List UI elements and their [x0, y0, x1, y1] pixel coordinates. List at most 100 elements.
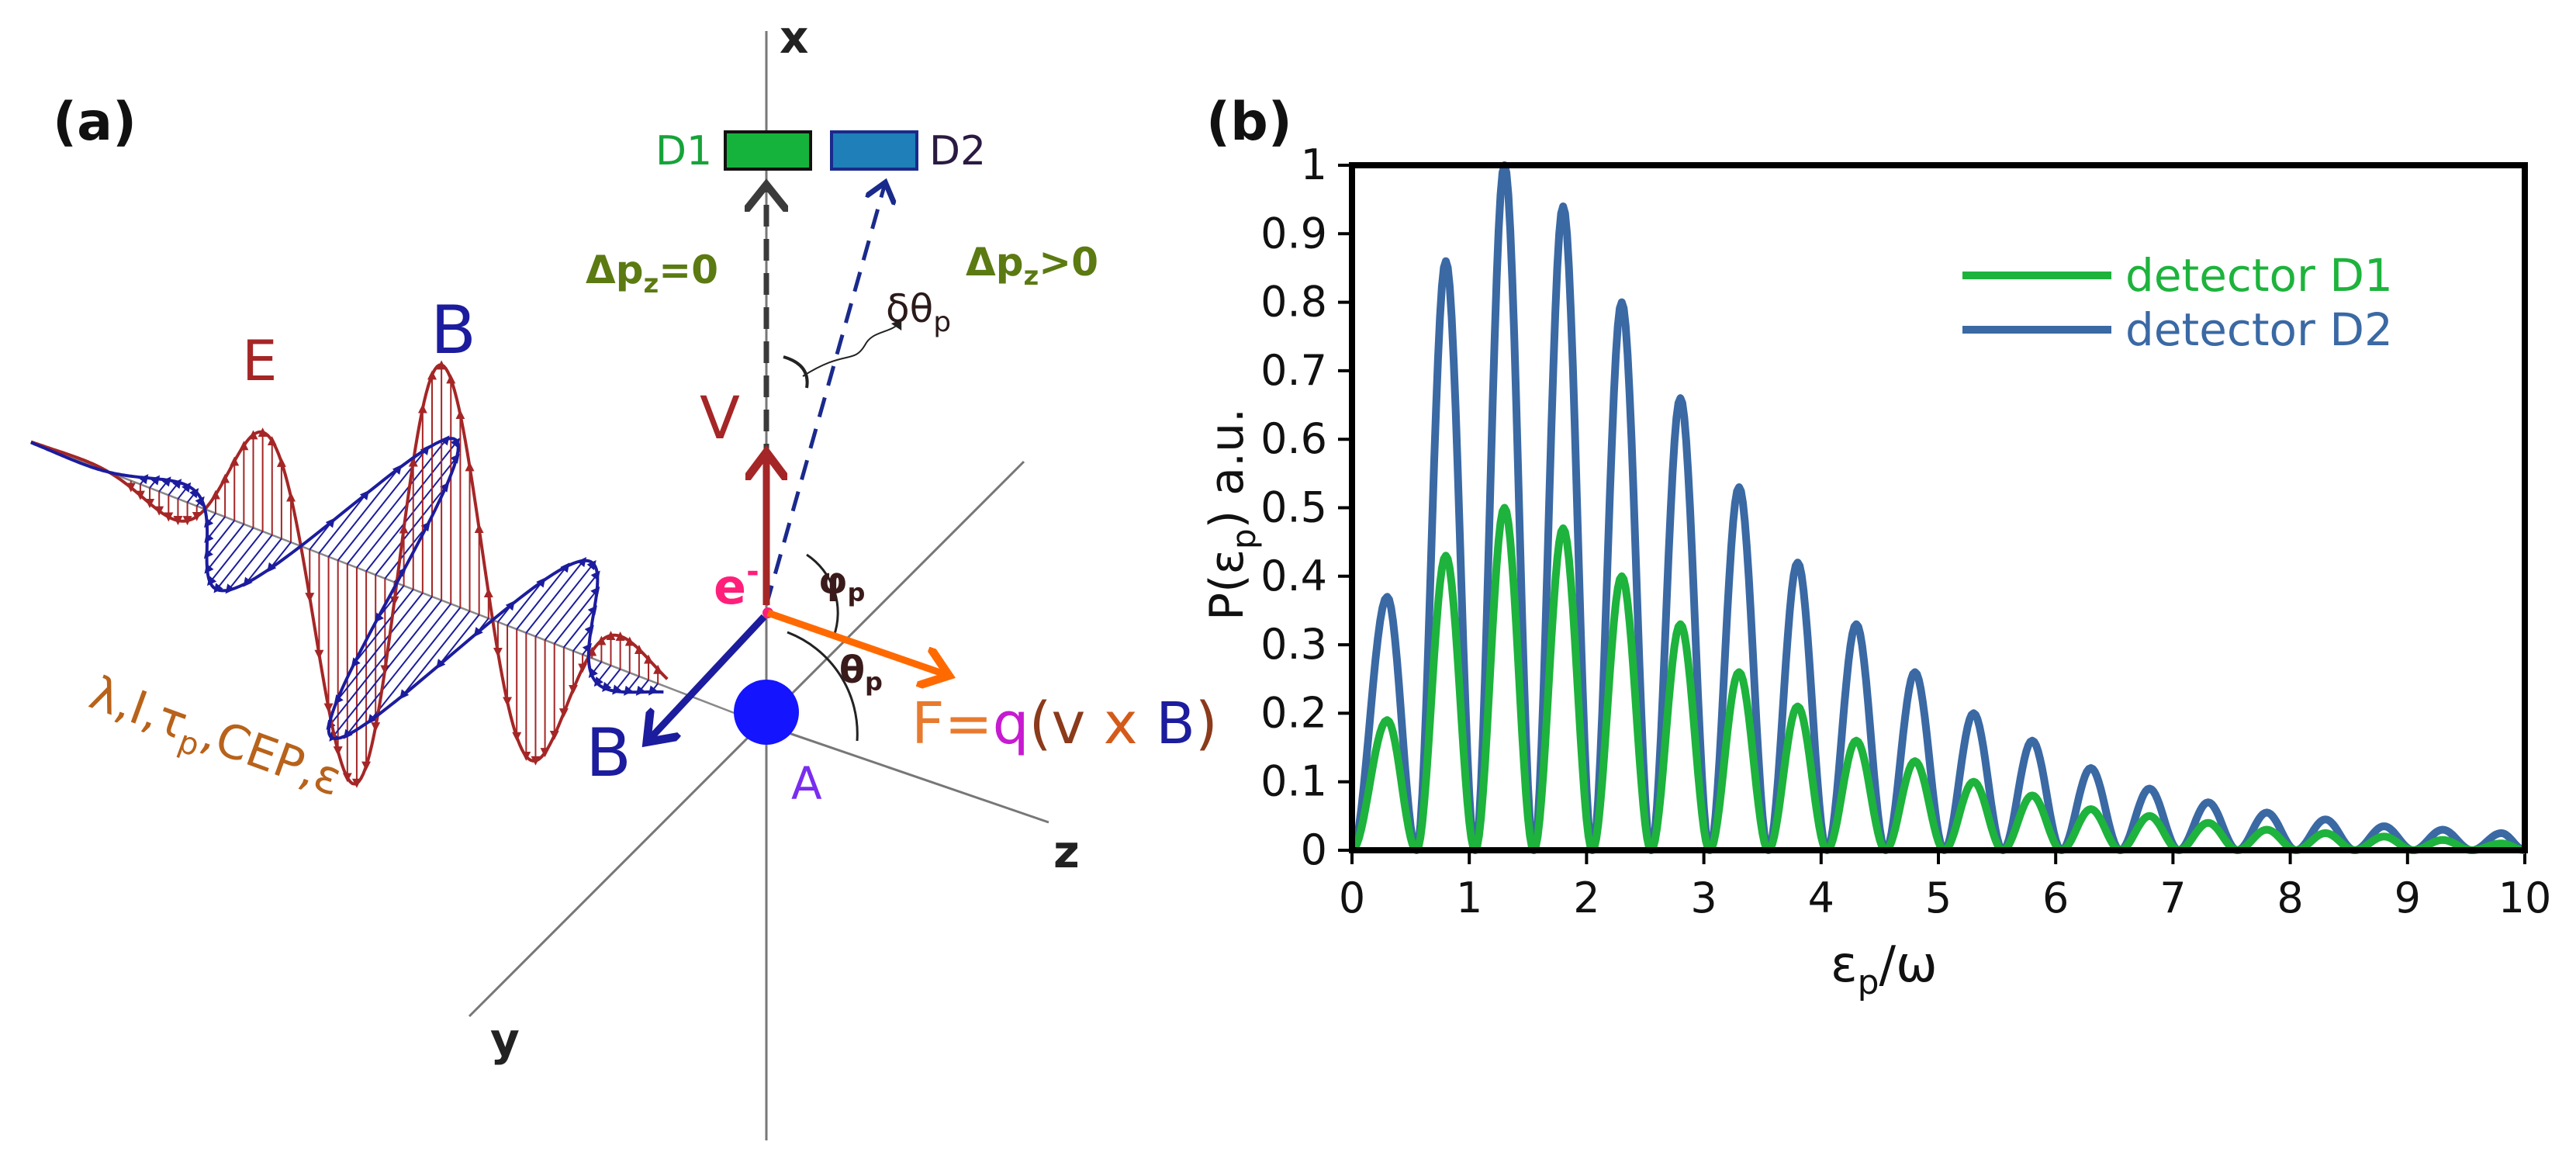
x-tick-label: 5	[1925, 874, 1952, 922]
atom-sphere	[734, 680, 799, 745]
b-field-vector	[399, 611, 471, 700]
legend-entry: detector D1	[2125, 249, 2393, 302]
b-field-vector	[351, 589, 414, 668]
b-field-vector	[347, 435, 450, 565]
b-field-vector	[267, 541, 292, 573]
b-field-vector	[623, 676, 640, 696]
detector-d1-label: D1	[655, 128, 712, 175]
b-field-vector	[553, 586, 600, 645]
phi-angle-arc	[806, 553, 839, 637]
x-tick-label: 3	[1690, 874, 1717, 922]
velocity-label: V	[700, 383, 740, 452]
panel-a-label: (a)	[53, 92, 137, 153]
b-field-vector	[635, 679, 649, 696]
b-field-vector	[318, 490, 369, 554]
b-field-vector	[516, 562, 570, 630]
y-tick-label: 1	[1301, 140, 1327, 189]
x-axis-label: x	[780, 11, 808, 64]
b-field-wave	[30, 437, 664, 741]
theta-label: θp	[839, 649, 883, 697]
b-vector-arrow	[652, 614, 767, 737]
y-tick-label: 0.6	[1260, 414, 1327, 463]
x-tick-label: 1	[1456, 874, 1482, 922]
b-field-vector	[207, 527, 254, 586]
b-field-vector	[384, 521, 430, 580]
b-field-vector	[158, 476, 171, 493]
b-field-vector	[375, 482, 450, 576]
b-field-vector	[367, 607, 462, 725]
b-field-vector	[602, 668, 621, 693]
y-axis-line	[468, 460, 1025, 1018]
b-field-vector	[204, 524, 245, 574]
b-field-vector	[588, 661, 603, 679]
x-tick-label: 9	[2394, 874, 2421, 922]
b-field-vector	[525, 556, 587, 634]
x-tick-label: 4	[1808, 874, 1834, 922]
delta-pz-zero-label: Δpz=0	[586, 247, 718, 299]
x-axis-title: εp/ω	[1831, 936, 1938, 1002]
z-axis-label: z	[1053, 825, 1080, 878]
plot-frame	[1349, 162, 2528, 853]
force-arrow	[766, 609, 942, 673]
b-field-vector	[225, 535, 273, 594]
legend-entry: detector D2	[2125, 303, 2393, 356]
electron-label: e-	[714, 554, 759, 615]
b-field-vector	[326, 596, 433, 730]
b-field-vector	[544, 570, 600, 641]
b-field-vector	[593, 665, 612, 687]
x-tick-label: 8	[2277, 874, 2303, 922]
b-vector-label: B	[586, 714, 631, 792]
y-tick-label: 0.9	[1260, 209, 1327, 258]
panel-b-chart: (b) 0 1 2 3 4 5 6 7 8 9 10 00.10.20.30.40.50.60.70…	[1200, 92, 2551, 1002]
y-axis-label: y	[490, 1013, 520, 1066]
delta-pz-positive-label: Δpz>0	[966, 240, 1098, 292]
delta-theta-pointer	[802, 319, 902, 377]
y-axis-title: P(εp) a.u.	[1200, 408, 1263, 621]
e-field-label: E	[242, 328, 278, 393]
x-tick-label: 2	[1573, 874, 1599, 922]
b-field-vector	[204, 516, 226, 543]
trajectory-d2-dashed	[764, 186, 884, 606]
b-field-vector	[204, 513, 216, 528]
x-tick-label: 6	[2042, 874, 2069, 922]
y-tick-label: 0.5	[1260, 483, 1327, 532]
laser-parameters-label: λ,I,τp,CEP,ε	[81, 666, 349, 813]
b-field-vector	[186, 488, 199, 503]
b-field-vector	[436, 614, 480, 669]
propagation-axis-line	[30, 441, 767, 727]
e-field-wave	[30, 363, 669, 786]
y-tick-label: 0.3	[1260, 620, 1327, 669]
atom-label: A	[791, 757, 822, 810]
b-field-label: B	[430, 292, 476, 369]
b-field-vector	[149, 475, 161, 489]
b-field-vector	[612, 672, 631, 695]
b-field-vector	[203, 520, 236, 559]
b-field-vector	[213, 531, 264, 593]
detector-d1	[724, 130, 812, 171]
y-tick-label: 0.1	[1260, 757, 1327, 806]
y-tick-labels: 0 0.1 0.2 0.3 0.4 0.5 0.6 0.7 0.8 0.9 1	[1260, 140, 1327, 874]
b-field-vector	[334, 592, 424, 705]
x-tick-labels: 0 1 2 3 4 5 6 7 8 9 10	[1339, 874, 2552, 922]
force-label: F=q(v x B)	[911, 690, 1218, 757]
b-field-vector	[327, 464, 402, 558]
y-tick-label: 0.8	[1260, 278, 1327, 327]
x-tick-label: 7	[2159, 874, 2186, 922]
theta-angle-arc	[787, 631, 859, 742]
b-field-vector	[177, 482, 192, 500]
b-field-vector	[329, 600, 442, 742]
y-tick-label: 0	[1301, 825, 1327, 874]
x-tick-label: 10	[2498, 874, 2552, 922]
x-tick-label: 0	[1339, 874, 1365, 922]
b-field-vector	[534, 559, 596, 638]
detector-d2	[830, 130, 918, 171]
y-tick-label: 0.7	[1260, 346, 1327, 395]
phi-label: φp	[818, 559, 865, 607]
b-field-vector	[507, 577, 546, 627]
panel-b-label: (b)	[1206, 92, 1292, 153]
y-tick-label: 0.2	[1260, 688, 1327, 737]
b-field-vector	[243, 538, 282, 587]
b-field-vector	[572, 625, 594, 652]
